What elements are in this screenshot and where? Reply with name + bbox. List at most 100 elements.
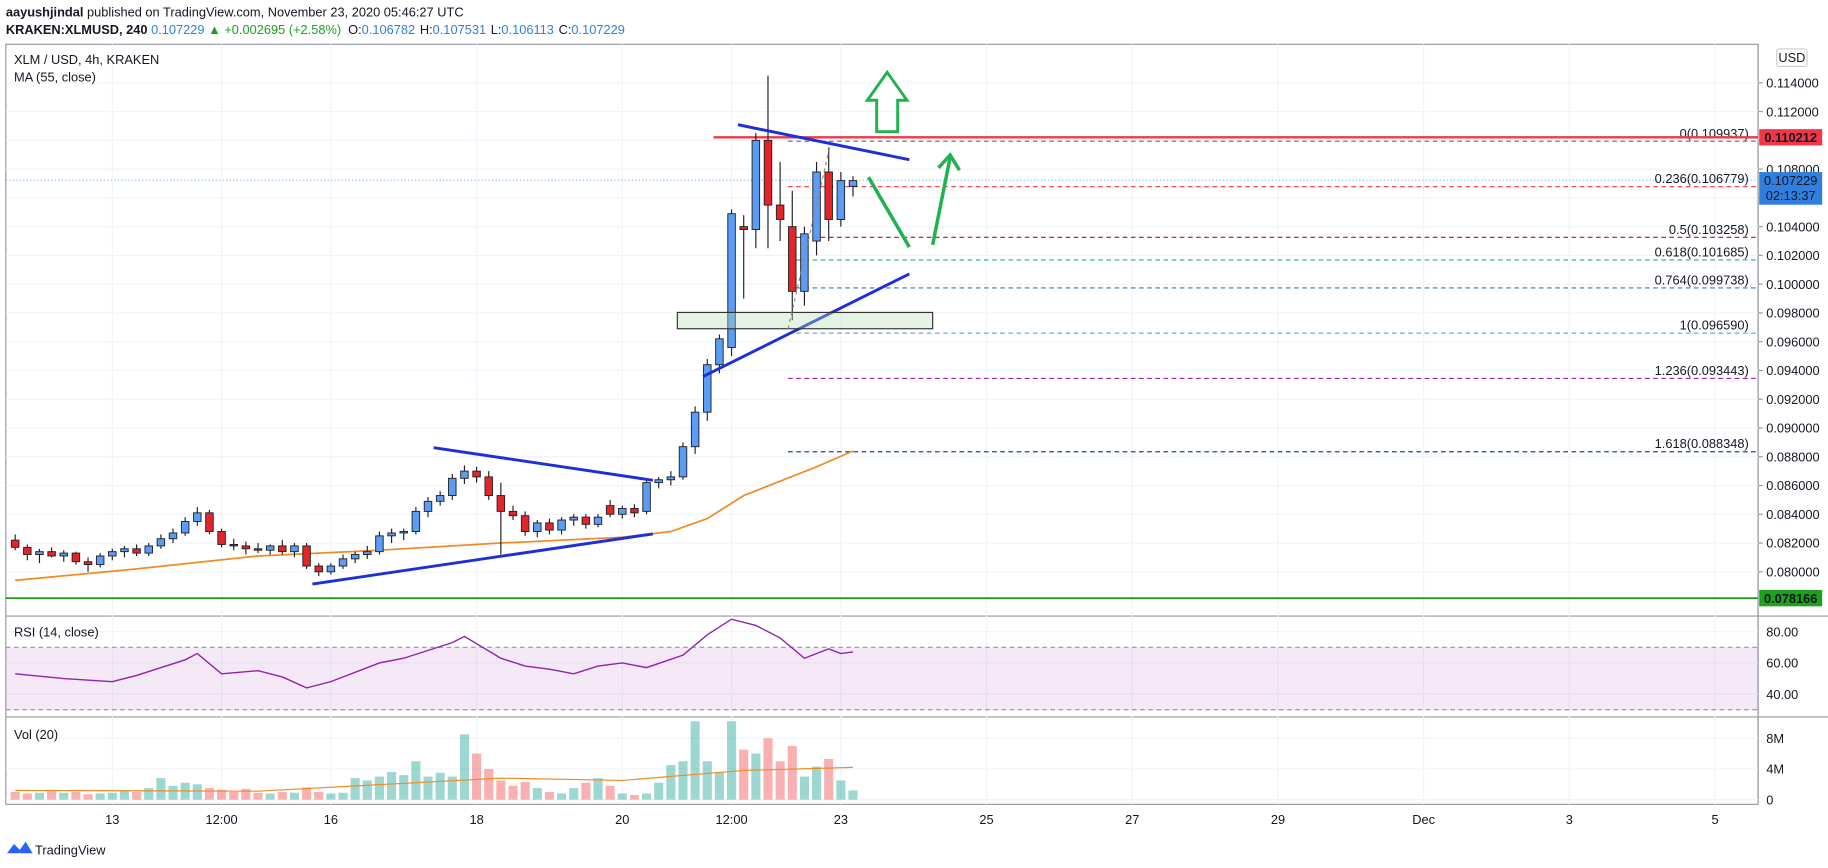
candle-body — [338, 558, 348, 567]
y-tick-label: 0 — [1766, 792, 1773, 807]
candle-body — [630, 508, 639, 514]
candle-body — [23, 546, 32, 556]
y-tick-label: 0.114000 — [1766, 76, 1819, 91]
x-tick-label: 27 — [1125, 812, 1139, 827]
volume-bar — [812, 766, 822, 800]
quote-line: KRAKEN:XLMUSD, 240 0.107229 ▲ +0.002695 … — [6, 22, 625, 37]
candle-body — [350, 554, 360, 560]
ohlc-value: 0.106782 — [362, 22, 415, 37]
volume-bar — [702, 761, 712, 800]
candle-body — [83, 561, 93, 566]
candle-body — [10, 539, 20, 548]
published: published on TradingView.com, November 2… — [87, 4, 464, 19]
path-arrow — [930, 157, 952, 246]
volume-bar — [836, 780, 846, 800]
volume-bar — [569, 788, 579, 800]
volume-bar — [520, 781, 530, 800]
volume-bar — [362, 780, 372, 800]
volume-bar — [727, 721, 737, 800]
x-tick-label: 12:00 — [206, 812, 238, 827]
fib-label: 0.5(0.103258) — [1669, 222, 1749, 237]
volume-bar — [411, 761, 421, 800]
candle-body — [727, 213, 736, 348]
y-tick-label: 80.00 — [1766, 624, 1798, 639]
candle-body — [812, 171, 821, 242]
volume-bar — [544, 791, 554, 800]
footer: TradingView — [35, 842, 106, 857]
candle-body — [35, 551, 44, 556]
candle-body — [435, 495, 445, 502]
volume-bar — [690, 721, 700, 800]
candle-body — [751, 139, 761, 230]
trendline — [433, 446, 654, 482]
volume-bar — [629, 795, 639, 800]
volume-bar — [241, 788, 251, 800]
y-tick-label: 0.102000 — [1766, 248, 1819, 263]
candle-body — [508, 510, 518, 517]
volume-bar — [71, 791, 81, 800]
fib-label: 0(0.109937) — [1680, 126, 1749, 141]
candle-body — [326, 565, 336, 573]
candle-body — [557, 519, 566, 531]
candle-body — [775, 204, 785, 220]
candle-body — [763, 139, 773, 206]
candle-body — [593, 516, 603, 525]
candle-body — [715, 338, 724, 366]
trendline — [312, 532, 654, 586]
candle-body — [666, 476, 676, 481]
y-tick-label: 0.088000 — [1766, 449, 1819, 464]
candle-body — [71, 552, 81, 563]
volume-bar — [593, 778, 603, 800]
volume-bar — [302, 787, 312, 800]
y-tick-label: 0.084000 — [1766, 507, 1819, 522]
fib-label: 0.764(0.099738) — [1655, 272, 1749, 287]
volume-bar — [423, 776, 433, 800]
candle-body — [156, 538, 166, 547]
candle-body — [290, 545, 299, 553]
volume-bar — [739, 749, 749, 800]
volume-bar — [435, 772, 445, 800]
candle-body — [180, 520, 190, 534]
volume-bar — [387, 771, 397, 800]
ohlc-key: H: — [420, 22, 433, 37]
candle-body — [460, 470, 469, 479]
x-tick-label: 5 — [1711, 812, 1718, 827]
candle-body — [387, 532, 396, 537]
volume-bar — [532, 788, 542, 800]
currency-button[interactable] — [1776, 48, 1808, 68]
x-tick-label: 18 — [469, 812, 483, 827]
candle-body — [533, 522, 542, 532]
volume-bar — [204, 788, 215, 800]
symbol: KRAKEN:XLMUSD, 240 — [6, 22, 148, 37]
volume-bar — [678, 761, 688, 800]
candle-body — [314, 565, 323, 573]
ohlc-key: O: — [348, 22, 362, 37]
x-tick-label: 13 — [105, 812, 119, 827]
volume-bar — [168, 785, 178, 800]
ohlc-value: 0.106113 — [501, 22, 554, 37]
candle-body — [472, 470, 481, 478]
candle-body — [399, 531, 408, 534]
volume-bar — [326, 793, 336, 800]
x-tick-label: 23 — [834, 812, 848, 827]
volume-bar — [289, 792, 299, 800]
candle-body — [265, 545, 275, 551]
fib-label: 1.618(0.088348) — [1655, 436, 1749, 451]
price-label: 0.110212 — [1764, 130, 1817, 145]
currency[interactable]: USD — [1778, 50, 1805, 65]
vol-legend: Vol (20) — [14, 727, 58, 742]
volume-bar — [217, 789, 227, 800]
candle-body — [484, 476, 493, 497]
volume-bar — [10, 791, 20, 800]
volume-bar — [605, 785, 615, 800]
author: aayushjindal — [6, 4, 84, 19]
ohlc-key: L: — [491, 22, 502, 37]
rsi-line — [15, 618, 854, 689]
candle-body — [217, 531, 226, 545]
candle-body — [690, 411, 700, 448]
logo — [6, 841, 33, 854]
path-arrow — [867, 176, 911, 249]
change: ▲ +0.002695 (+2.58%) — [208, 22, 341, 37]
volume-bar — [350, 778, 360, 800]
volume-bar — [399, 775, 409, 800]
